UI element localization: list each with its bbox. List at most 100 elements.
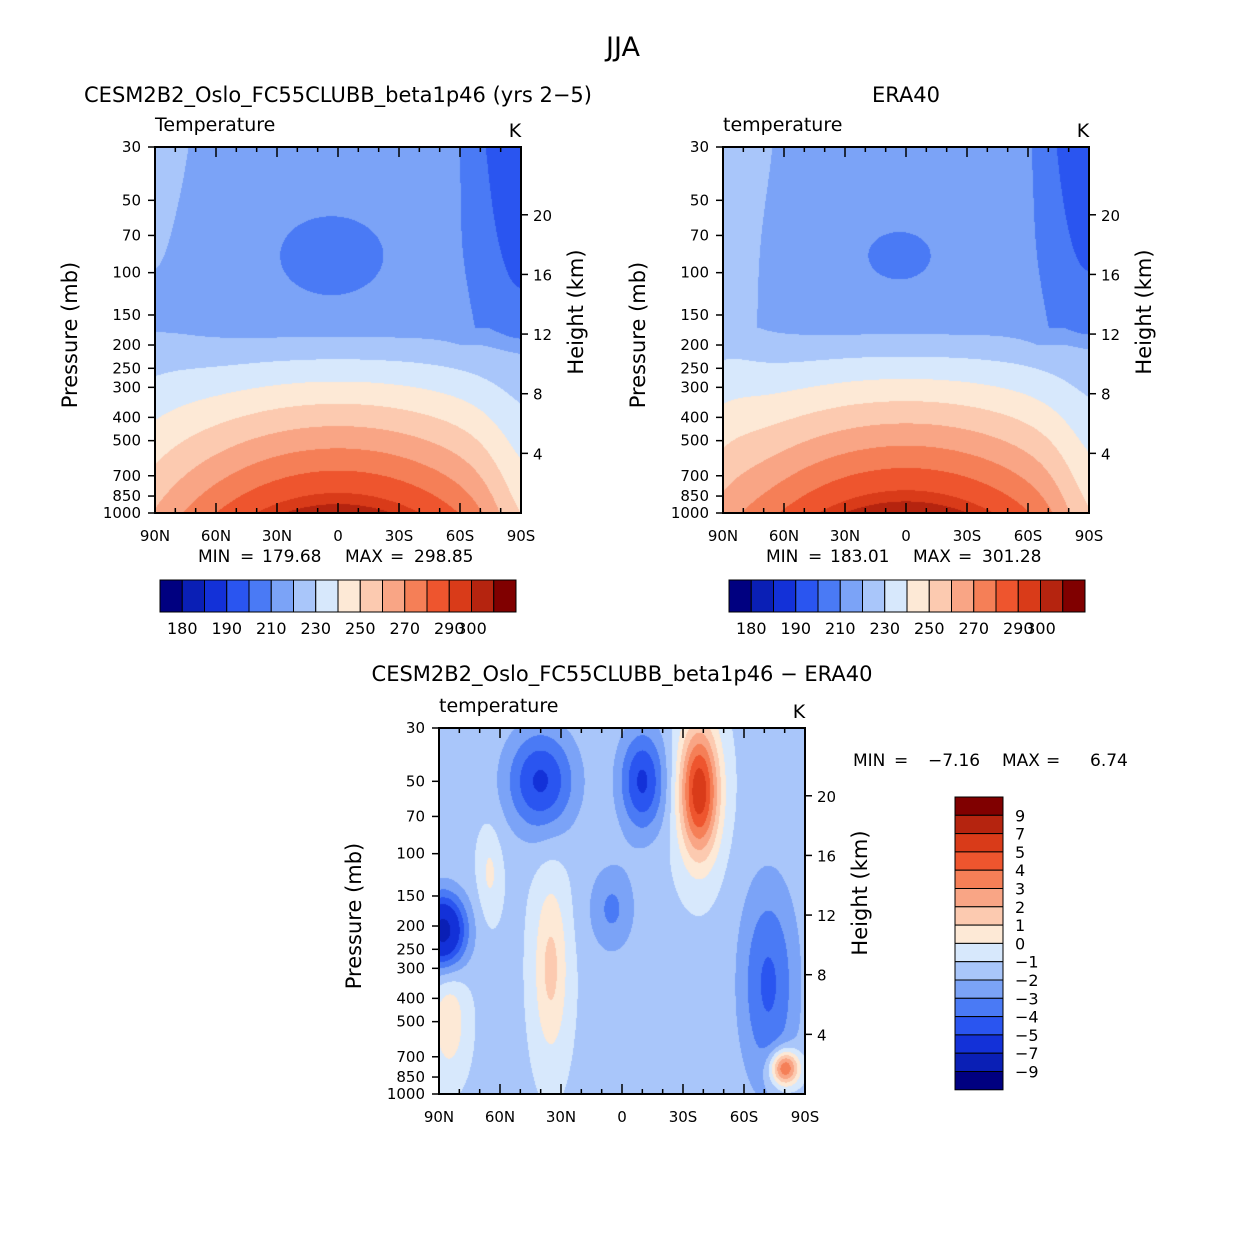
colorbar-box bbox=[248, 579, 272, 613]
stats-eq: = bbox=[390, 547, 404, 567]
colorbar-label: −3 bbox=[1015, 989, 1039, 1008]
pressure-tick-label: 200 bbox=[112, 336, 141, 354]
stats-min-value: 179.68 bbox=[262, 547, 321, 567]
colorbar-label: 180 bbox=[167, 619, 198, 638]
stats-eq: = bbox=[240, 547, 254, 567]
colorbar-box bbox=[954, 1052, 1004, 1072]
pressure-tick-label: 300 bbox=[680, 378, 709, 396]
colorbar-box bbox=[954, 833, 1004, 853]
pressure-tick-label: 700 bbox=[396, 1048, 425, 1066]
pressure-tick-label: 300 bbox=[396, 959, 425, 977]
colorbar-label: 190 bbox=[211, 619, 242, 638]
pressure-tick-label: 1000 bbox=[671, 504, 709, 522]
pressure-tick-label: 850 bbox=[396, 1068, 425, 1086]
colorbar-box bbox=[839, 579, 863, 613]
stats-eq: = bbox=[894, 751, 908, 771]
lat-tick-label: 0 bbox=[901, 527, 911, 545]
lat-tick-label: 30S bbox=[953, 527, 982, 545]
stats-eq: = bbox=[958, 547, 972, 567]
colorbar-label: 270 bbox=[389, 619, 420, 638]
lat-tick-label: 90N bbox=[708, 527, 738, 545]
stats-obs: MIN = 183.01 MAX = 301.28 bbox=[766, 547, 1041, 567]
pressure-tick-label: 50 bbox=[690, 191, 709, 209]
colorbar-box bbox=[954, 979, 1004, 999]
pressure-tick-label: 1000 bbox=[103, 504, 141, 522]
lat-tick-label: 60S bbox=[446, 527, 475, 545]
pressure-tick-label: 850 bbox=[112, 487, 141, 505]
colorbar-box bbox=[995, 579, 1019, 613]
colorbar-box bbox=[954, 924, 1004, 944]
pressure-tick-label: 30 bbox=[406, 719, 425, 737]
lat-tick-label: 30N bbox=[262, 527, 292, 545]
pressure-tick-label: 700 bbox=[112, 467, 141, 485]
panel-title-model: CESM2B2_Oslo_FC55CLUBB_beta1p46 (yrs 2−5… bbox=[84, 83, 592, 108]
panel-title-obs: ERA40 bbox=[872, 83, 940, 107]
lat-tick-label: 90N bbox=[140, 527, 170, 545]
colorbar-label: 300 bbox=[456, 619, 487, 638]
stats-min-value: −7.16 bbox=[928, 751, 980, 771]
lat-tick-label: 60N bbox=[201, 527, 231, 545]
height-tick-label: 20 bbox=[817, 788, 836, 806]
colorbar-box bbox=[928, 579, 952, 613]
units-label: K bbox=[793, 701, 806, 723]
y-axis-right-title: Height (km) bbox=[848, 830, 872, 955]
height-tick-label: 16 bbox=[533, 266, 552, 284]
pressure-tick-label: 50 bbox=[406, 772, 425, 790]
pressure-tick-label: 150 bbox=[112, 306, 141, 324]
colorbar-box bbox=[159, 579, 183, 613]
height-tick-label: 8 bbox=[533, 386, 543, 404]
colorbar-label: −1 bbox=[1015, 953, 1039, 972]
variable-label: temperature bbox=[439, 695, 558, 717]
pressure-tick-label: 300 bbox=[112, 378, 141, 396]
colorbar-box bbox=[954, 888, 1004, 908]
y-axis-title: Pressure (mb) bbox=[342, 843, 366, 990]
colorbar-box bbox=[954, 961, 1004, 981]
lat-tick-label: 30N bbox=[830, 527, 860, 545]
stats-max-value: 301.28 bbox=[982, 547, 1041, 567]
colorbar-box bbox=[795, 579, 819, 613]
stats-min-label: MIN bbox=[198, 547, 230, 567]
y-axis-right-title: Height (km) bbox=[1132, 249, 1156, 374]
pressure-tick-label: 250 bbox=[396, 940, 425, 958]
lat-tick-label: 90N bbox=[424, 1108, 454, 1126]
pressure-tick-label: 100 bbox=[396, 845, 425, 863]
stats-eq: = bbox=[1046, 751, 1060, 771]
pressure-tick-label: 30 bbox=[690, 138, 709, 156]
pressure-tick-label: 200 bbox=[680, 336, 709, 354]
lat-tick-label: 30N bbox=[546, 1108, 576, 1126]
colorbar-box bbox=[315, 579, 339, 613]
colorbar-box bbox=[954, 942, 1004, 963]
height-tick-label: 8 bbox=[1101, 386, 1111, 404]
colorbar-label: 4 bbox=[1015, 861, 1025, 880]
colorbar-box bbox=[337, 579, 361, 613]
pressure-tick-label: 500 bbox=[680, 432, 709, 450]
colorbar-box bbox=[954, 1071, 1004, 1091]
pressure-tick-label: 850 bbox=[680, 487, 709, 505]
units-label: K bbox=[509, 120, 522, 142]
contour-fill-diff bbox=[439, 728, 805, 1094]
colorbar-label: 290 bbox=[434, 619, 465, 638]
pressure-tick-label: 500 bbox=[112, 432, 141, 450]
pressure-tick-label: 400 bbox=[680, 408, 709, 426]
colorbar-box bbox=[1040, 579, 1064, 613]
colorbar-label: 190 bbox=[780, 619, 811, 638]
panel-title-diff: CESM2B2_Oslo_FC55CLUBB_beta1p46 − ERA40 bbox=[372, 662, 873, 687]
lat-tick-label: 30S bbox=[385, 527, 414, 545]
colorbar-box bbox=[359, 579, 383, 613]
lat-tick-label: 90S bbox=[1075, 527, 1104, 545]
colorbar-box bbox=[954, 796, 1004, 816]
stats-max-label: MAX bbox=[345, 547, 383, 567]
lat-tick-label: 90S bbox=[507, 527, 536, 545]
pressure-tick-label: 70 bbox=[122, 226, 141, 244]
colorbar-label: −9 bbox=[1015, 1063, 1039, 1082]
colorbar-box bbox=[471, 579, 495, 613]
pressure-tick-label: 50 bbox=[122, 191, 141, 209]
colorbar-label: −7 bbox=[1015, 1044, 1039, 1063]
colorbar-box bbox=[181, 579, 205, 613]
colorbar-label: 250 bbox=[345, 619, 376, 638]
colorbar-label: 9 bbox=[1015, 806, 1025, 825]
